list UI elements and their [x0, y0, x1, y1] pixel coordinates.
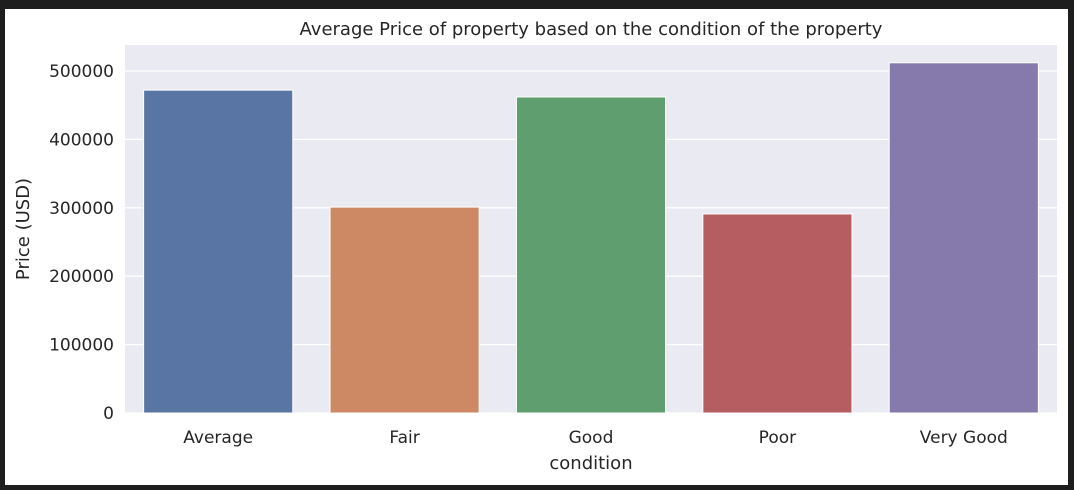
- bar-fair: [329, 206, 480, 414]
- bar-poor: [702, 213, 853, 414]
- x-tick-label: Good: [569, 428, 614, 448]
- y-tick-label: 500000: [49, 62, 114, 82]
- x-tick-label: Fair: [389, 428, 419, 448]
- y-tick-label: 400000: [49, 130, 114, 150]
- y-axis-label: Price (USD): [13, 178, 34, 280]
- x-tick-label: Very Good: [920, 428, 1008, 448]
- chart-title: Average Price of property based on the c…: [300, 19, 883, 40]
- x-tick-label: Poor: [759, 428, 796, 448]
- y-tick-label: 0: [103, 404, 114, 424]
- bars: [143, 62, 1039, 414]
- bar-average: [143, 89, 294, 414]
- bar-very-good: [888, 62, 1039, 414]
- bar-good: [515, 96, 667, 414]
- y-tick-label: 100000: [49, 336, 114, 356]
- x-axis-label: condition: [549, 453, 632, 474]
- x-tick-labels: Average Fair Good Poor Very Good: [183, 428, 1008, 448]
- y-tick-label: 300000: [49, 199, 114, 219]
- y-tick-label: 200000: [49, 267, 114, 287]
- x-tick-label: Average: [183, 428, 253, 448]
- bar-chart: 0 100000 200000 300000 400000 500000 Average F…: [13, 19, 1057, 474]
- chart-figure: 0 100000 200000 300000 400000 500000 Average F…: [5, 9, 1068, 485]
- y-tick-labels: 0 100000 200000 300000 400000 500000: [49, 62, 114, 424]
